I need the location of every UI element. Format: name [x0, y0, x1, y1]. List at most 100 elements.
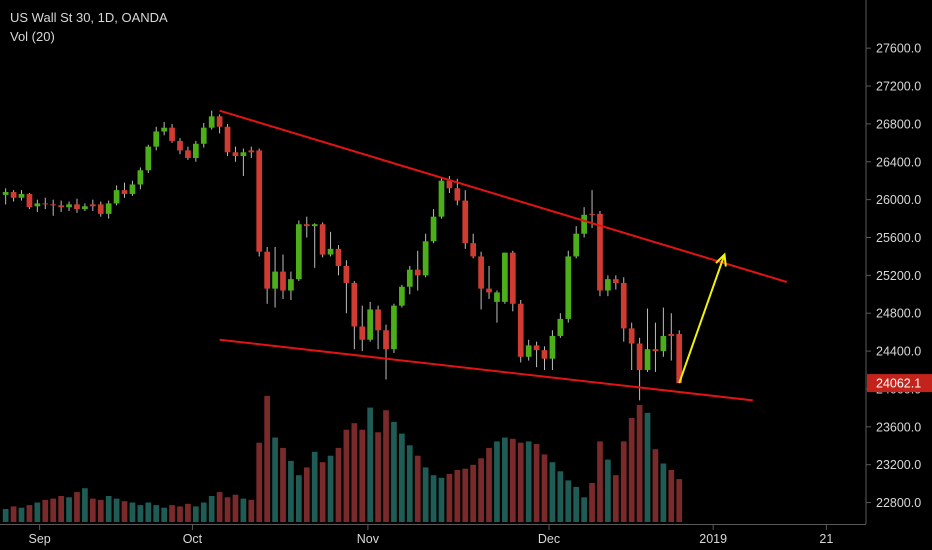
candle-body[interactable]	[145, 146, 152, 171]
candle-body[interactable]	[272, 271, 278, 289]
candle-body[interactable]	[478, 256, 484, 289]
candle-body[interactable]	[494, 292, 500, 302]
candle-body[interactable]	[351, 282, 358, 327]
candle-body[interactable]	[454, 188, 461, 201]
candle-body[interactable]	[18, 193, 25, 198]
volume-bar	[256, 442, 263, 522]
candle-body[interactable]	[303, 224, 310, 227]
candle-body[interactable]	[264, 251, 271, 289]
candle-body[interactable]	[430, 216, 437, 242]
candle-body[interactable]	[248, 150, 255, 153]
candle-body[interactable]	[502, 252, 508, 302]
candle-body[interactable]	[628, 328, 635, 344]
candle-body[interactable]	[280, 271, 286, 291]
candle-body[interactable]	[311, 224, 318, 227]
candle-body[interactable]	[10, 192, 17, 198]
candle-body[interactable]	[105, 203, 112, 214]
candle-body[interactable]	[636, 343, 643, 371]
candle-body[interactable]	[612, 279, 619, 283]
candle-body[interactable]	[224, 126, 231, 153]
candle-body[interactable]	[517, 303, 524, 357]
candle-body[interactable]	[34, 203, 41, 207]
candle-body[interactable]	[644, 349, 651, 371]
candle-body[interactable]	[240, 152, 247, 157]
candle-body[interactable]	[89, 204, 96, 207]
candle-body[interactable]	[383, 330, 389, 350]
candle-body[interactable]	[121, 190, 128, 194]
candle-body[interactable]	[296, 224, 302, 280]
symbol-title[interactable]: US Wall St 30, 1D, OANDA	[10, 10, 168, 25]
candle-body[interactable]	[232, 152, 239, 157]
candle-body[interactable]	[414, 269, 421, 276]
candle-body[interactable]	[153, 131, 160, 147]
candle-body[interactable]	[26, 193, 33, 208]
candle-body[interactable]	[620, 282, 627, 329]
candle-body[interactable]	[113, 190, 120, 204]
candle-body[interactable]	[161, 127, 167, 132]
trend-lines	[219, 109, 788, 402]
candle-body[interactable]	[343, 265, 350, 283]
candle-body[interactable]	[82, 206, 88, 210]
candle-body[interactable]	[557, 318, 564, 336]
candle-body[interactable]	[486, 288, 492, 293]
candle-body[interactable]	[605, 279, 611, 291]
candle-body[interactable]	[208, 116, 215, 128]
candle-body[interactable]	[597, 213, 603, 291]
volume-indicator-title[interactable]: Vol (20)	[10, 29, 55, 44]
trend-line-upper[interactable]	[219, 109, 788, 283]
candle-body[interactable]	[652, 349, 659, 352]
candle-body[interactable]	[192, 143, 199, 158]
candle-body[interactable]	[256, 150, 263, 252]
candle-body[interactable]	[375, 309, 381, 331]
candle-body[interactable]	[169, 127, 175, 141]
candle-body[interactable]	[50, 204, 57, 206]
candle-body[interactable]	[399, 286, 405, 306]
candle-body[interactable]	[541, 350, 548, 359]
candle-body[interactable]	[422, 241, 429, 276]
candle-body[interactable]	[549, 335, 556, 359]
candle-body[interactable]	[185, 150, 191, 158]
candle-body[interactable]	[668, 334, 675, 336]
candle-body[interactable]	[391, 305, 397, 350]
candle-body[interactable]	[319, 224, 326, 255]
candle-body[interactable]	[470, 243, 477, 257]
candle-body[interactable]	[74, 204, 80, 210]
candle-body[interactable]	[676, 334, 683, 384]
candle-body[interactable]	[66, 204, 72, 208]
candle-body[interactable]	[137, 170, 144, 185]
volume-bar	[478, 458, 484, 522]
candle-body[interactable]	[660, 335, 667, 352]
candle-body[interactable]	[359, 326, 366, 340]
volume-bar	[628, 418, 635, 522]
candle-body[interactable]	[216, 116, 223, 127]
candle-body[interactable]	[177, 140, 183, 151]
candle-body[interactable]	[581, 214, 587, 234]
time-axis[interactable]: Sep Oct Nov Dec 2019 21	[28, 525, 833, 546]
candle-body[interactable]	[327, 248, 334, 255]
candle-body[interactable]	[406, 269, 413, 287]
trend-line-lower[interactable]	[219, 338, 753, 402]
candle-body[interactable]	[573, 233, 580, 257]
volume-bar	[620, 441, 627, 522]
candle-body[interactable]	[2, 192, 9, 195]
candle-body[interactable]	[42, 203, 49, 205]
candle-body[interactable]	[589, 213, 595, 215]
candle-body[interactable]	[462, 200, 469, 244]
candle-body[interactable]	[97, 204, 104, 214]
arrow-shaft[interactable]	[678, 254, 726, 384]
candle-body[interactable]	[533, 345, 540, 351]
candle-body[interactable]	[565, 256, 572, 319]
candle-body[interactable]	[335, 248, 342, 266]
candle-body[interactable]	[200, 127, 207, 144]
candle-body[interactable]	[367, 309, 374, 340]
candle-body[interactable]	[288, 279, 294, 291]
volume-bar	[288, 460, 294, 522]
price-axis[interactable]: 22800.023200.023600.024000.024400.024800…	[866, 42, 921, 510]
candle-body[interactable]	[129, 184, 136, 194]
candle-body[interactable]	[446, 180, 453, 189]
candle-body[interactable]	[509, 252, 516, 304]
candle-body[interactable]	[525, 345, 532, 357]
candle-body[interactable]	[438, 180, 445, 217]
candle-body[interactable]	[58, 205, 64, 208]
